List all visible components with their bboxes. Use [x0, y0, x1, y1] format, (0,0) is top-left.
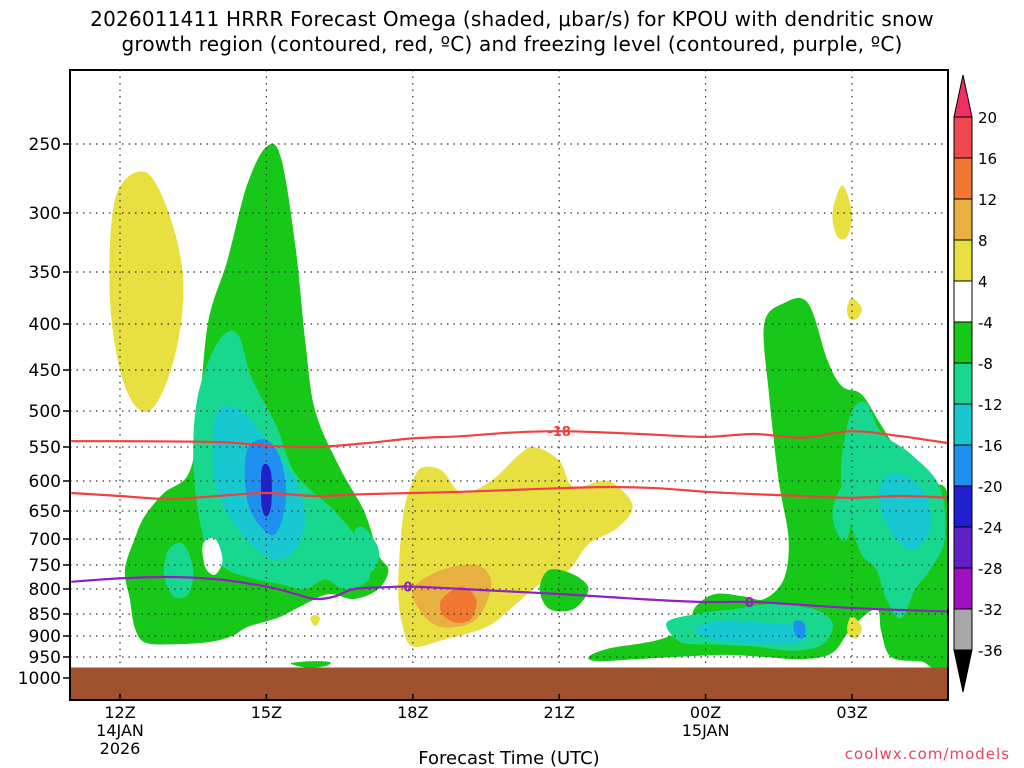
colorbar-label-8: -16	[978, 437, 1003, 455]
ground-terrain	[70, 667, 948, 700]
contour-label-minus18: -18	[547, 425, 571, 440]
colorbar-label-12: -32	[978, 601, 1003, 619]
colorbar-box-9	[953, 444, 973, 487]
colorbar-label-2: 12	[978, 191, 997, 209]
x-tick-date-12Z: 14JAN	[96, 721, 144, 740]
colorbar-label-7: -12	[978, 396, 1003, 414]
colorbar-box-12	[953, 567, 973, 610]
colorbar-label-0: 20	[978, 109, 997, 127]
contour-1	[71, 485, 948, 501]
colorbar-box-2	[953, 157, 973, 200]
colorbar-top-triangle	[953, 74, 973, 118]
contour-2	[71, 575, 948, 613]
credit-link[interactable]: coolwx.com/models	[844, 745, 1010, 763]
x-tick-label-18Z: 18Z	[397, 703, 428, 722]
colorbar-box-1	[953, 116, 973, 159]
omega-region-23	[163, 542, 194, 599]
omega-region-13	[694, 620, 809, 645]
colorbar-label-11: -28	[978, 560, 1003, 578]
y-tick-label-850: 850	[29, 605, 61, 625]
omega-region-16	[879, 473, 931, 550]
omega-region-20	[847, 616, 862, 639]
colorbar-label-3: 8	[978, 232, 988, 250]
y-tick-label-550: 550	[29, 438, 61, 458]
x-tick-label-21Z: 21Z	[544, 703, 575, 722]
colorbar-label-5: -4	[978, 314, 993, 332]
colorbar-box-5	[953, 280, 973, 323]
omega-region-21	[310, 614, 321, 627]
x-tick-label-12Z: 12Z	[104, 703, 135, 722]
x-tick-label-15Z: 15Z	[251, 703, 282, 722]
omega-region-10	[539, 569, 589, 612]
omega-region-17	[832, 486, 853, 541]
y-tick-label-1000: 1000	[18, 669, 61, 689]
colorbar-box-6	[953, 321, 973, 364]
x-tick-label-03Z: 03Z	[836, 703, 867, 722]
y-tick-label-400: 400	[29, 315, 61, 335]
x-axis-label: Forecast Time (UTC)	[418, 748, 599, 768]
y-tick-label-500: 500	[29, 402, 61, 422]
chart-title-line2: growth region (contoured, red, ºC) and f…	[121, 32, 903, 56]
y-tick-label-900: 900	[29, 627, 61, 647]
y-tick-label-700: 700	[29, 530, 61, 550]
colorbar-label-10: -24	[978, 519, 1003, 537]
y-tick-label-800: 800	[29, 580, 61, 600]
omega-region-11	[588, 298, 948, 673]
colorbar-box-7	[953, 362, 973, 405]
colorbar-bottom-triangle	[953, 649, 973, 693]
x-tick-date-00Z: 15JAN	[682, 721, 730, 740]
omega-region-14	[793, 620, 806, 639]
colorbar-label-1: 16	[978, 150, 997, 168]
plot-frame	[69, 69, 949, 701]
y-tick-label-300: 300	[29, 204, 61, 224]
contour-0	[71, 430, 948, 449]
omega-region-19	[847, 298, 862, 321]
contour-label-zero-b: 0	[745, 596, 754, 611]
y-tick-label-350: 350	[29, 263, 61, 283]
contour-label-zero-a: 0	[403, 581, 412, 596]
colorbar-box-13	[953, 608, 973, 651]
y-tick-label-450: 450	[29, 361, 61, 381]
omega-region-5	[260, 463, 272, 517]
y-tick-label-250: 250	[29, 135, 61, 155]
colorbar-label-13: -36	[978, 642, 1003, 660]
colorbar-box-10	[953, 485, 973, 528]
colorbar-box-8	[953, 403, 973, 446]
x-tick-year-12Z: 2026	[100, 739, 141, 758]
omega-region-24	[354, 526, 380, 574]
colorbar-label-9: -20	[978, 478, 1003, 496]
chart-title-line1: 2026011411 HRRR Forecast Omega (shaded, …	[90, 7, 934, 31]
omega-hole-0	[202, 538, 223, 575]
omega-region-18	[832, 185, 853, 240]
y-tick-label-650: 650	[29, 502, 61, 522]
colorbar-label-4: 4	[978, 273, 988, 291]
colorbar-box-11	[953, 526, 973, 569]
colorbar-label-6: -8	[978, 355, 993, 373]
colorbar-box-4	[953, 239, 973, 282]
y-tick-label-750: 750	[29, 556, 61, 576]
x-tick-label-00Z: 00Z	[690, 703, 721, 722]
y-tick-label-600: 600	[29, 472, 61, 492]
colorbar-box-3	[953, 198, 973, 241]
omega-region-0	[109, 171, 184, 412]
omega-region-22	[290, 661, 331, 668]
y-tick-label-950: 950	[29, 648, 61, 668]
